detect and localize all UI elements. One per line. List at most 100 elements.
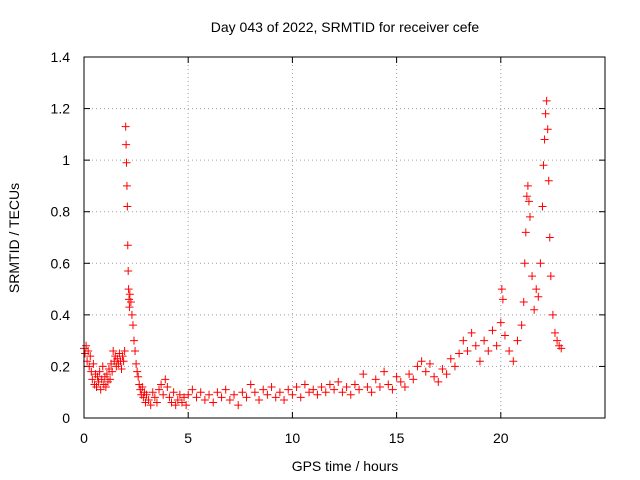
data-point <box>519 297 528 306</box>
x-tick-label: 0 <box>80 430 88 446</box>
data-point <box>417 357 426 366</box>
data-point <box>524 197 533 206</box>
data-point <box>117 365 126 374</box>
chart-title: Day 043 of 2022, SRMTID for receiver cef… <box>211 19 480 35</box>
data-point <box>455 349 464 358</box>
data-point <box>217 393 226 402</box>
data-point <box>250 388 259 397</box>
data-point <box>122 158 131 167</box>
data-point <box>484 346 493 355</box>
data-point <box>434 377 443 386</box>
data-point <box>259 385 268 394</box>
data-point <box>396 377 405 386</box>
data-point <box>292 383 301 392</box>
axis-ticks: 0 5 10 15 20 0 0.2 0.4 0.6 0.8 1 1.2 1.4 <box>51 49 605 446</box>
data-point <box>93 372 102 381</box>
data-point <box>450 362 459 371</box>
data-point <box>95 367 104 376</box>
data-point <box>517 321 526 330</box>
data-point <box>532 285 541 294</box>
data-point <box>421 367 430 376</box>
x-tick-label: 10 <box>285 430 301 446</box>
data-point <box>305 388 314 397</box>
plot-frame <box>83 56 606 419</box>
data-point <box>522 192 531 201</box>
y-tick-label: 0.4 <box>51 307 71 323</box>
y-tick-label: 1 <box>62 152 70 168</box>
data-point <box>359 370 368 379</box>
data-point <box>346 390 355 399</box>
data-point <box>546 272 555 281</box>
data-point <box>132 359 141 368</box>
data-point <box>317 383 326 392</box>
data-point <box>246 380 255 389</box>
data-point <box>334 377 343 386</box>
data-point <box>152 398 161 407</box>
data-point <box>192 393 201 402</box>
data-point <box>124 285 133 294</box>
data-point <box>528 272 537 281</box>
data-point <box>392 372 401 381</box>
data-point <box>536 259 545 268</box>
data-point <box>520 259 529 268</box>
data-point <box>388 385 397 394</box>
data-point <box>442 370 451 379</box>
data-point <box>184 390 193 399</box>
data-point <box>463 346 472 355</box>
data-point <box>167 398 176 407</box>
data-point <box>161 375 170 384</box>
data-point <box>544 176 553 185</box>
data-point <box>173 395 182 404</box>
data-point <box>123 202 132 211</box>
data-point <box>131 346 140 355</box>
data-point <box>492 341 501 350</box>
data-point <box>355 385 364 394</box>
data-point <box>384 380 393 389</box>
data-point <box>557 344 566 353</box>
data-point <box>363 383 372 392</box>
data-point <box>230 390 239 399</box>
data-point <box>300 380 309 389</box>
data-point <box>102 370 111 379</box>
data-point <box>540 135 549 144</box>
data-point <box>480 336 489 345</box>
data-point <box>296 393 305 402</box>
data-point <box>325 380 334 389</box>
data-point <box>321 388 330 397</box>
data-point <box>126 297 135 306</box>
data-point <box>188 385 197 394</box>
data-point <box>88 375 97 384</box>
data-point <box>505 346 514 355</box>
data-point <box>538 202 547 211</box>
data-point <box>400 383 409 392</box>
data-point <box>342 383 351 392</box>
x-tick-label: 20 <box>493 430 509 446</box>
y-tick-label: 1.2 <box>51 101 71 117</box>
data-point <box>371 375 380 384</box>
data-point <box>98 362 107 371</box>
data-point <box>288 390 297 399</box>
data-point <box>534 292 543 301</box>
data-point <box>109 346 118 355</box>
data-point <box>367 388 376 397</box>
data-point <box>284 385 293 394</box>
data-point <box>125 290 134 299</box>
data-point <box>163 383 172 392</box>
data-point <box>338 388 347 397</box>
data-point <box>124 267 133 276</box>
data-point <box>539 161 548 170</box>
data-point <box>459 336 468 345</box>
data-point <box>209 398 218 407</box>
data-point <box>425 359 434 368</box>
x-tick-label: 5 <box>184 430 192 446</box>
data-point <box>138 383 147 392</box>
data-point <box>96 385 105 394</box>
data-point <box>380 367 389 376</box>
data-point <box>125 303 134 312</box>
data-point <box>438 365 447 374</box>
y-tick-label: 1.4 <box>51 49 71 65</box>
x-tick-label: 15 <box>389 430 405 446</box>
data-point <box>157 380 166 389</box>
data-point <box>496 318 505 327</box>
y-tick-label: 0.8 <box>51 204 71 220</box>
